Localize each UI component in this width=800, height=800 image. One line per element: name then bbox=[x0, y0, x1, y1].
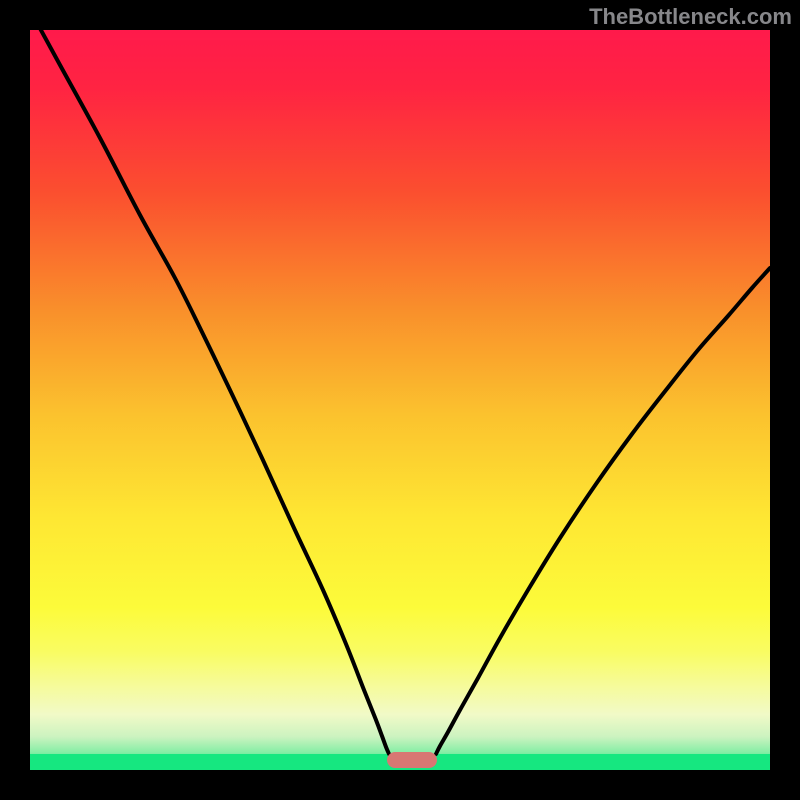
minimum-marker bbox=[387, 752, 437, 768]
bottleneck-curve-svg bbox=[30, 30, 770, 770]
plot-area bbox=[30, 30, 770, 770]
watermark-text: TheBottleneck.com bbox=[589, 4, 792, 30]
chart-frame: TheBottleneck.com bbox=[0, 0, 800, 800]
